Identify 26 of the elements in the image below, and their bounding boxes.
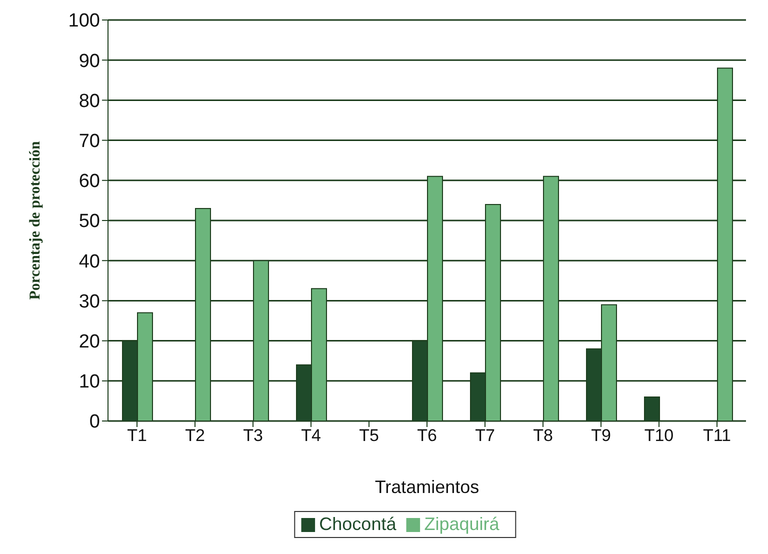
- y-tick-label: 70: [78, 131, 100, 152]
- y-tick-label: 10: [78, 372, 100, 393]
- x-tick-label: T2: [185, 426, 205, 446]
- y-tick-label: 20: [78, 332, 100, 353]
- x-tick-label: T10: [644, 426, 674, 446]
- y-tick-label: 0: [89, 412, 100, 433]
- y-tick-label: 100: [68, 10, 100, 32]
- x-tick-label: T3: [243, 426, 263, 446]
- x-tick-label: T5: [359, 426, 379, 446]
- x-tick-label: T8: [533, 426, 553, 446]
- y-tick-label: 80: [78, 90, 100, 112]
- y-tick-label: 30: [78, 291, 100, 312]
- y-tick-label: 40: [78, 251, 100, 272]
- y-tick-label: 50: [78, 211, 100, 232]
- x-tick-label: T6: [417, 426, 437, 446]
- legend-label: Chocontá: [319, 514, 396, 534]
- x-tick-label: T9: [591, 426, 611, 446]
- y-tick-label: 60: [78, 171, 100, 192]
- y-axis-title: Porcentaje de protección: [27, 140, 44, 300]
- x-tick-label: T1: [127, 426, 147, 446]
- x-tick-label: T11: [702, 426, 732, 446]
- x-tick-label: T7: [475, 426, 495, 446]
- x-tick-label: T4: [301, 426, 321, 446]
- x-axis-title: Tratamientos: [374, 477, 480, 497]
- y-tick-label: 90: [78, 50, 100, 72]
- legend-label: Zipaquirá: [424, 514, 500, 534]
